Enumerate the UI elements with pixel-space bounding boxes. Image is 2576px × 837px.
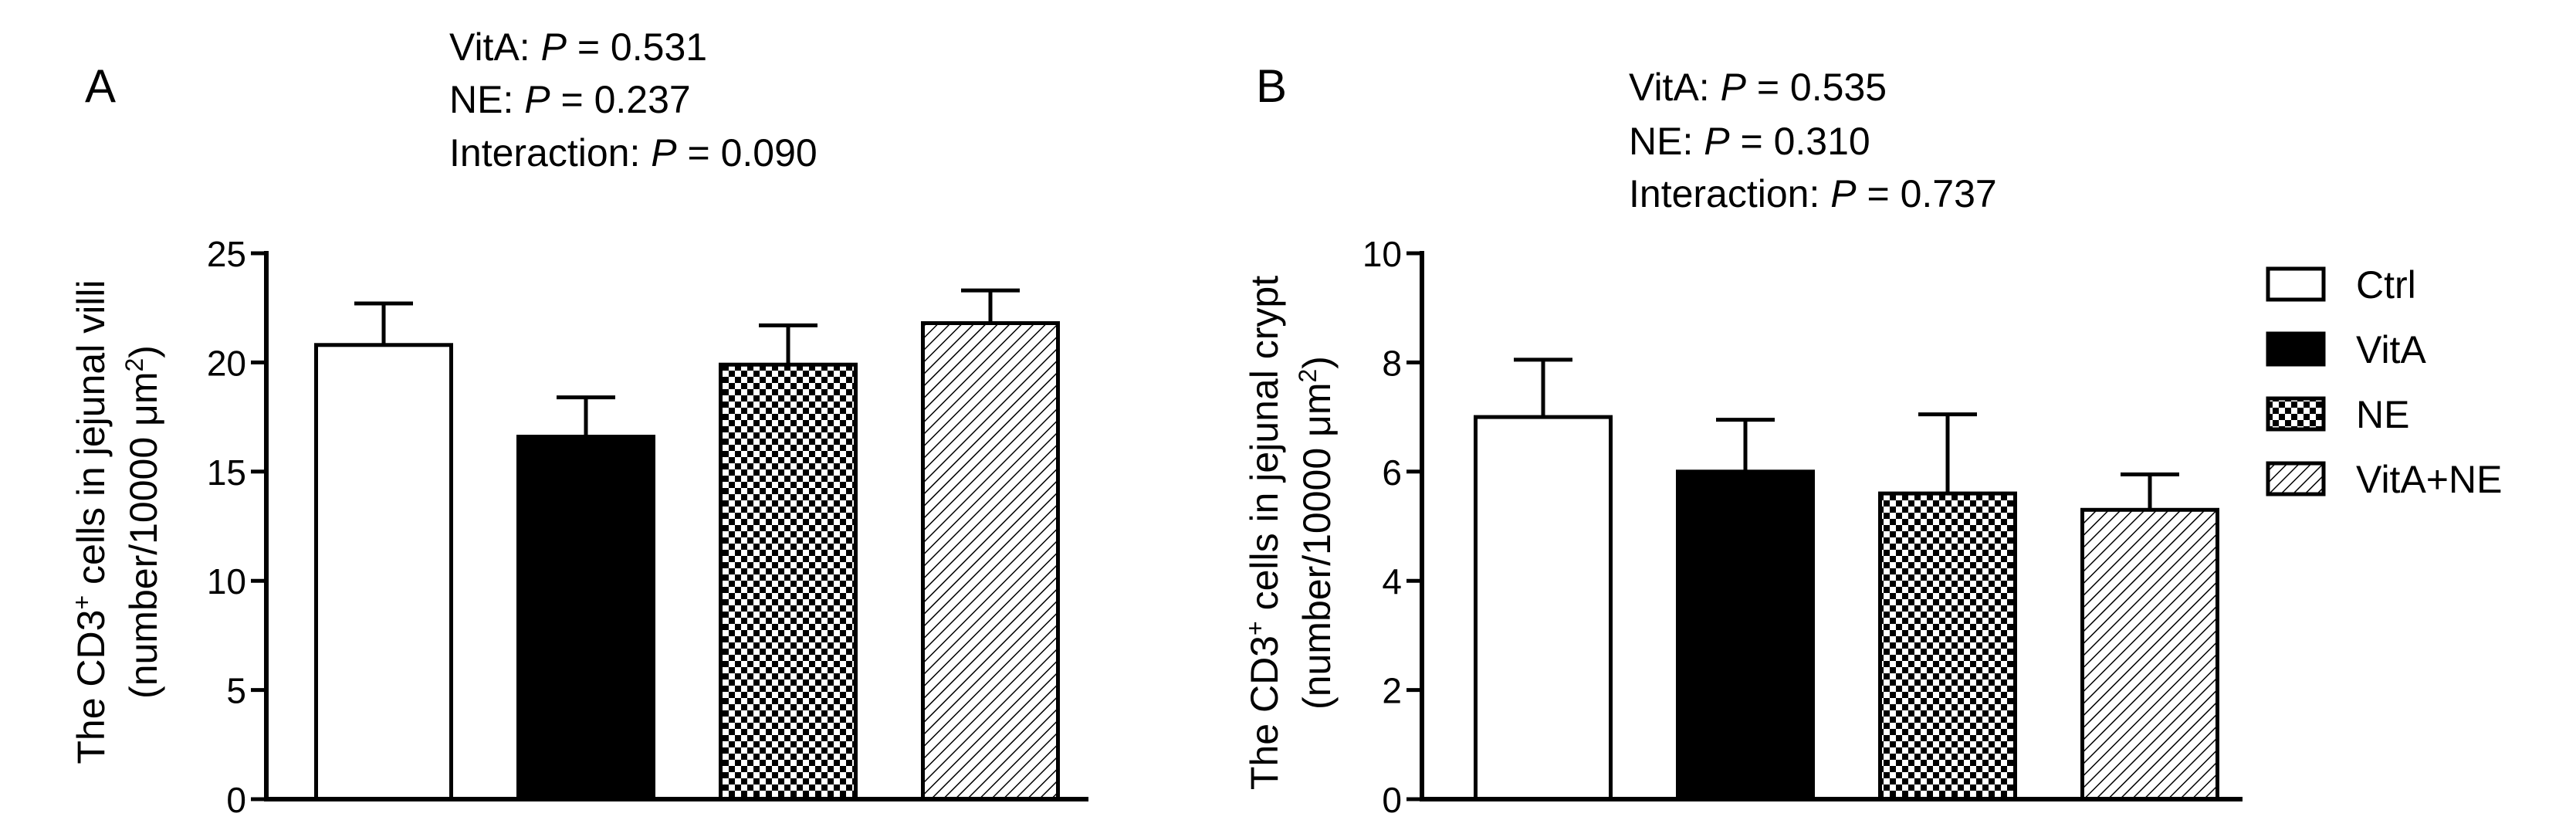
panel-b-stat-interaction: Interaction: P = 0.737 [1629,172,1997,215]
legend: Ctrl VitA NE VitA+NE [2266,263,2502,501]
panel-a-y-tick-label: 25 [207,234,246,274]
panel-a-y-tick-label: 20 [207,343,246,383]
panel-a-stat-interaction: Interaction: P = 0.090 [449,131,817,175]
panel-b-y-tick-label: 0 [1382,780,1402,820]
panel-b-stat-ne: NE: P = 0.310 [1629,120,1870,163]
panel-b-ylabel-line1: The CD3+ cells in jejunal crypt [1241,276,1286,790]
panel-b-bar-ctrl [1474,415,1613,801]
panel-b-y-tick-label: 10 [1362,234,1402,274]
panel-a-stat-ne: NE: P = 0.237 [449,78,691,121]
panel-a-bar-ctrl [314,343,453,801]
panel-a-y-tick-label: 15 [207,452,246,493]
panel-b-ylabel-line2: (number/10000 μm2) [1294,356,1339,710]
panel-b-bar-vita [1676,469,1815,801]
panel-a-y-tick-label: 5 [226,671,246,711]
panel-b-bar-vita-ne [2080,507,2219,801]
legend-swatch-ne [2266,396,2326,432]
panel-a-bar-ne [719,362,858,801]
legend-label-vita: VitA [2356,328,2426,371]
panel-a-y-tick-label: 0 [226,780,246,820]
panel-a-letter: A [85,60,116,112]
panel-a-bar-vita [516,435,655,801]
panel-b-y-tick-label: 8 [1382,343,1402,383]
legend-swatch-vita [2266,331,2326,367]
panel-b-letter: B [1256,60,1287,112]
panel-b-y-tick-label: 4 [1382,561,1402,601]
panel-a-bar-vita-ne [921,320,1060,801]
legend-swatch-vita-ne [2266,461,2326,496]
panel-b: B VitA: P = 0.535 NE: P = 0.310 Interact… [1241,60,2243,820]
panel-a-ylabel-line2: (number/10000 μm2) [120,345,165,699]
panel-a-ylabel-line1: The CD3+ cells in jejunal villi [68,280,113,764]
panel-a-y-tick-label: 10 [207,561,246,601]
panel-b-y-tick-label: 2 [1382,671,1402,711]
legend-label-ne: NE [2356,393,2409,436]
panel-b-y-tick-label: 6 [1382,452,1402,493]
legend-swatch-ctrl [2266,266,2326,302]
legend-label-vita-ne: VitA+NE [2356,458,2502,501]
panel-b-stat-vita: VitA: P = 0.535 [1629,66,1887,109]
panel-a-stat-vita: VitA: P = 0.531 [449,25,707,69]
panel-a: A VitA: P = 0.531 NE: P = 0.237 Interact… [68,25,1088,820]
legend-label-ctrl: Ctrl [2356,263,2416,307]
panel-b-bar-ne [1878,491,2017,801]
